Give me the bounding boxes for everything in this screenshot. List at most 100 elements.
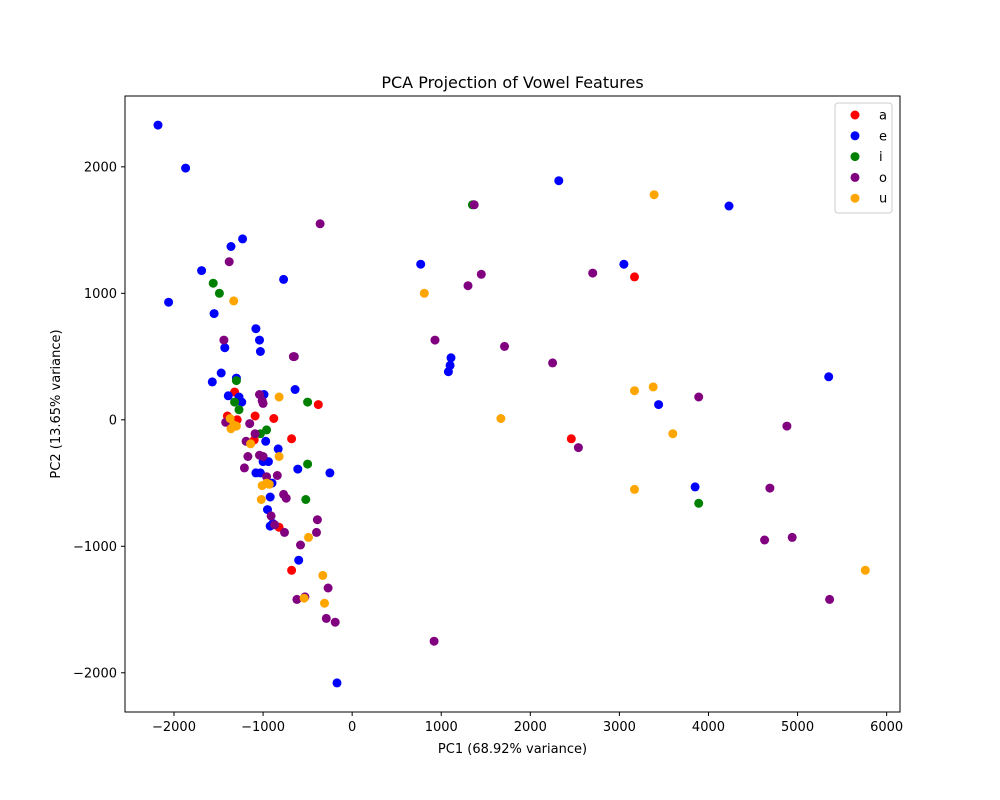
point-o-23 [312,527,321,537]
point-e-11 [220,343,230,353]
x-tick-label: −1000 [241,720,285,735]
point-o-21 [270,520,280,530]
point-e-10 [255,347,265,356]
plot-frame [124,95,901,713]
point-o-13 [258,452,268,461]
point-a-6 [313,400,323,410]
point-e-7 [279,274,289,284]
point-a-5 [287,434,297,444]
point-o-44 [787,532,797,542]
x-tick-label: 0 [348,720,356,735]
x-tick-label: 1000 [425,720,458,735]
point-o-18 [281,493,291,503]
scatter-points [153,120,870,688]
point-a-8 [287,565,297,575]
point-o-4 [257,396,267,406]
point-u-16 [419,288,429,298]
point-o-15 [239,463,249,473]
y-axis-label: PC2 (13.65% variance) [49,329,64,478]
point-o-38 [588,268,598,278]
point-i-3 [230,397,240,407]
y-tick-label: 0 [109,413,117,428]
legend-marker-o [850,172,860,182]
point-o-20 [280,527,289,537]
point-i-0 [208,278,218,288]
point-e-16 [237,397,247,407]
point-a-11 [566,434,576,444]
point-e-6 [238,234,248,244]
point-i-9 [301,495,311,504]
point-o-43 [760,535,770,545]
x-tick-label: 5000 [781,720,814,735]
point-u-12 [304,532,313,542]
x-tick-label: −2000 [152,720,196,735]
point-u-6 [274,392,284,402]
point-o-27 [323,583,333,593]
point-i-6 [262,425,272,435]
point-u-7 [274,452,284,461]
legend-marker-i [850,152,860,162]
point-o-35 [463,281,473,291]
point-o-0 [224,257,234,267]
point-e-13 [207,377,217,387]
y-tick-label: 2000 [84,160,117,175]
point-o-10 [250,429,260,439]
point-i-11 [694,498,704,508]
point-e-20 [261,436,271,446]
point-e-43 [690,482,700,492]
point-e-36 [446,353,456,363]
point-u-21 [668,429,678,439]
point-e-8 [251,324,261,334]
point-e-0 [153,120,163,130]
point-e-19 [290,385,300,394]
point-o-25 [292,594,302,604]
legend-label-u: u [879,192,887,207]
point-u-9 [264,479,274,489]
x-tick-label: 6000 [870,720,903,735]
point-e-4 [209,309,219,319]
point-o-30 [315,219,325,229]
point-o-29 [330,617,340,627]
point-o-34 [476,269,486,279]
point-e-9 [255,335,264,345]
x-tick-label: 2000 [514,720,547,735]
point-a-10 [630,272,639,282]
point-u-19 [648,382,658,392]
point-e-38 [443,367,453,377]
point-u-23 [860,565,870,575]
point-u-5 [246,439,256,449]
point-o-33 [469,200,479,210]
legend-marker-e [850,131,860,141]
point-i-4 [234,405,244,415]
y-tick-label: 1000 [84,287,117,302]
point-o-6 [289,352,299,362]
point-i-8 [303,459,313,469]
point-a-3 [250,411,260,421]
point-o-11 [243,452,253,461]
point-i-2 [231,376,241,386]
point-u-0 [229,296,239,306]
point-u-18 [630,386,639,396]
point-u-10 [257,481,267,491]
point-a-4 [269,414,279,423]
point-o-14 [262,472,272,482]
x-tick-label: 4000 [692,720,725,735]
point-u-17 [496,414,506,423]
legend-box [834,102,893,214]
point-o-8 [245,419,255,429]
point-o-22 [312,515,322,525]
point-e-27 [325,468,335,478]
point-o-16 [272,471,282,480]
point-e-5 [226,242,236,251]
point-o-37 [548,358,558,368]
point-e-25 [273,444,283,454]
point-o-40 [694,392,704,402]
point-u-22 [649,190,659,200]
x-axis-label: PC1 (68.92% variance) [438,742,587,757]
point-e-42 [654,400,664,410]
point-u-14 [320,598,329,608]
y-tick-label: −1000 [73,540,117,555]
